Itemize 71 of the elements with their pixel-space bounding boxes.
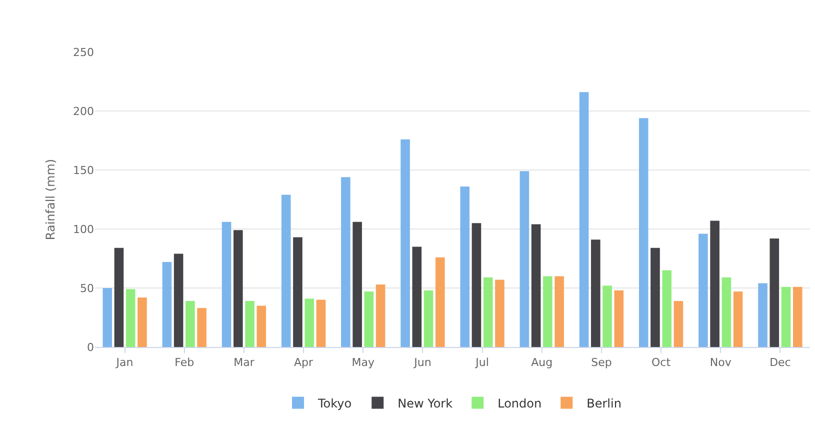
bar — [174, 254, 184, 347]
legend-label: Tokyo — [317, 396, 352, 410]
bar — [543, 276, 552, 347]
bar — [435, 257, 445, 347]
bar — [186, 300, 195, 347]
x-tick-label: Feb — [174, 356, 194, 370]
bar — [579, 92, 589, 347]
y-tick-label: 0 — [87, 340, 94, 354]
y-tick-label: 200 — [73, 104, 94, 118]
bar — [245, 300, 254, 347]
bar — [316, 300, 326, 347]
bar — [424, 290, 434, 347]
bar — [531, 224, 541, 347]
bar — [376, 284, 386, 347]
bar — [792, 286, 802, 347]
x-tick-label: Mar — [234, 356, 255, 370]
bar — [674, 300, 684, 347]
bar — [234, 230, 243, 347]
bar — [102, 288, 112, 347]
bar — [197, 308, 206, 347]
x-tick-label: Jul — [474, 356, 489, 370]
bar — [520, 171, 530, 347]
bar — [758, 283, 768, 347]
bar — [114, 248, 124, 347]
bar — [495, 280, 504, 347]
bar — [281, 194, 291, 347]
bar — [591, 240, 600, 347]
bar — [781, 286, 791, 347]
bar — [400, 139, 410, 347]
bar — [304, 298, 314, 347]
bar — [733, 292, 743, 347]
bar — [126, 289, 136, 347]
x-tick-label: Jan — [115, 356, 134, 370]
bar — [650, 248, 660, 347]
bar — [460, 186, 470, 347]
bar — [638, 118, 648, 347]
bar — [554, 276, 564, 347]
x-tick-label: Oct — [652, 356, 672, 370]
bar — [341, 177, 350, 347]
legend-label: London — [498, 396, 542, 410]
bar — [698, 234, 708, 347]
bar — [710, 220, 720, 347]
x-tick-label: Apr — [294, 356, 314, 370]
bar — [770, 238, 780, 347]
bar — [483, 277, 493, 347]
y-tick-label: 250 — [73, 46, 94, 59]
bar — [162, 262, 172, 347]
bar — [614, 290, 624, 347]
bar — [472, 223, 482, 347]
y-tick-label: 50 — [80, 282, 94, 295]
bar — [352, 222, 362, 347]
bar — [722, 277, 732, 347]
bar — [662, 270, 672, 347]
x-tick-label: Aug — [531, 356, 553, 370]
y-axis-title: Rainfall (mm) — [43, 158, 58, 240]
x-tick-label: Dec — [770, 356, 791, 370]
bar — [222, 222, 232, 347]
legend-label: New York — [398, 396, 453, 410]
bar — [602, 286, 612, 347]
bar — [138, 297, 147, 347]
y-tick-label: 150 — [73, 164, 94, 177]
bar — [412, 246, 422, 347]
legend-label: Berlin — [586, 396, 622, 410]
bar — [256, 306, 266, 347]
x-tick-label: Jun — [413, 356, 432, 370]
x-tick-label: Sep — [591, 356, 612, 370]
bar — [293, 237, 302, 347]
bar — [364, 292, 374, 347]
y-tick-label: 100 — [73, 222, 94, 236]
x-tick-label: Nov — [710, 356, 732, 370]
x-tick-label: May — [352, 356, 375, 370]
